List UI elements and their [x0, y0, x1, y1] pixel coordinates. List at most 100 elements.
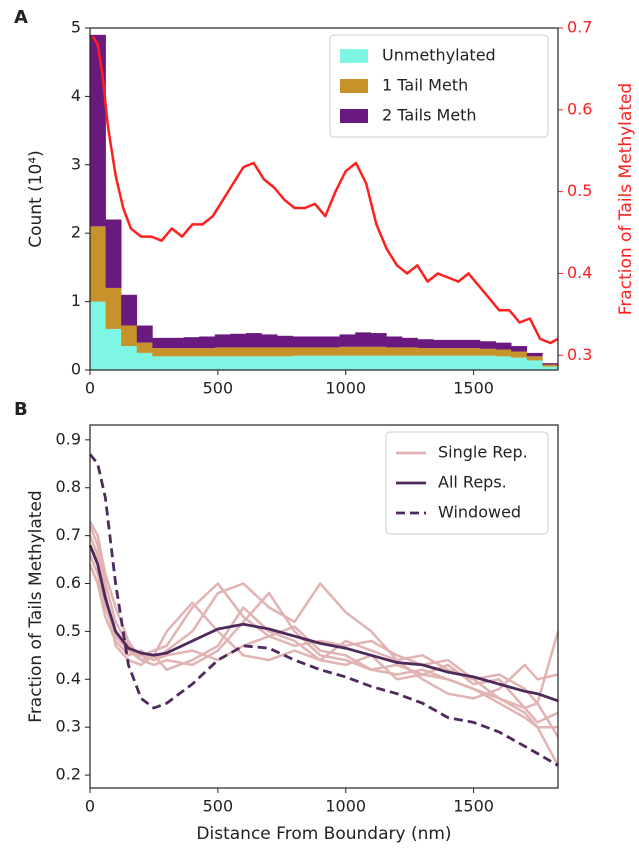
y2-axis-label: Fraction of Tails Methylated [616, 83, 636, 315]
histogram-bar [246, 347, 262, 357]
y2-tick-label: 0.6 [567, 99, 592, 118]
series-line [88, 544, 559, 700]
histogram-bar [542, 363, 559, 365]
y-tick-label: 0 [71, 360, 81, 379]
histogram-bar [417, 348, 434, 356]
histogram-bar [324, 347, 340, 356]
histogram-bar [308, 347, 325, 356]
histogram-bar [526, 356, 543, 361]
legend-label: All Reps. [438, 473, 507, 492]
histogram-bar [152, 337, 169, 349]
legend-label: Single Rep. [438, 443, 528, 462]
histogram-bar [386, 347, 403, 356]
y-tick-label: 5 [71, 18, 81, 37]
histogram-bar [370, 355, 387, 370]
histogram-bar [230, 356, 247, 370]
histogram-bar [136, 325, 153, 343]
series-line [88, 554, 560, 738]
histogram-bar [370, 346, 387, 356]
panel-label: B [14, 399, 28, 420]
histogram-bar [448, 355, 465, 370]
histogram-bar [168, 337, 184, 349]
y-tick-label: 4 [71, 86, 81, 105]
histogram-bar [90, 34, 106, 227]
histogram-bar [183, 337, 200, 349]
y-tick-label: 0.4 [56, 669, 81, 688]
histogram-bar [308, 336, 325, 348]
x-tick-label: 500 [203, 379, 234, 398]
x-tick-label: 1000 [325, 379, 366, 398]
histogram-bar [246, 356, 262, 370]
x-tick-label: 1500 [453, 379, 494, 398]
legend-swatch [340, 79, 368, 93]
y-tick-label: 2 [71, 223, 81, 242]
histogram-bar [448, 348, 465, 356]
histogram-bar [121, 346, 138, 370]
y-axis-label: Count (10⁴) [26, 150, 46, 248]
histogram-bar [152, 348, 169, 357]
histogram-bar [136, 352, 153, 370]
histogram-bar [355, 332, 372, 347]
y-tick-label: 1 [71, 291, 81, 310]
histogram-bar [542, 364, 559, 367]
y-tick-label: 0.7 [56, 525, 81, 544]
y2-tick-label: 0.4 [567, 263, 592, 282]
histogram-bar [261, 356, 278, 370]
histogram-bar [355, 355, 372, 370]
histogram-bar [417, 355, 434, 370]
y2-tick-label: 0.7 [567, 18, 592, 37]
series-line [88, 525, 560, 705]
y2-tick-label: 0.3 [567, 345, 592, 364]
histogram-bar [386, 336, 403, 348]
legend-swatch [340, 109, 368, 123]
histogram-bar [183, 356, 200, 370]
histogram-bar [292, 347, 309, 356]
plot-frame [89, 424, 559, 789]
histogram-bar [386, 355, 403, 370]
histogram-bar [121, 294, 138, 326]
histogram-bar [308, 355, 325, 370]
histogram-bar [90, 226, 106, 302]
histogram-bar [214, 334, 231, 348]
histogram-bar [480, 355, 496, 370]
y2-tick-label: 0.5 [567, 181, 592, 200]
histogram-bar [542, 366, 559, 370]
histogram-bar [324, 336, 340, 348]
legend-label: Unmethylated [382, 46, 496, 65]
y-tick-label: 0.2 [56, 765, 81, 784]
histogram-bar [464, 348, 481, 356]
histogram-bar [464, 339, 481, 349]
histogram-bar [230, 333, 247, 348]
histogram-bar [105, 219, 122, 288]
histogram-bar [277, 347, 294, 357]
histogram-bar [261, 334, 278, 348]
histogram-bar [199, 348, 216, 357]
panel-label: A [14, 7, 28, 28]
x-tick-label: 500 [203, 797, 234, 816]
histogram-bar [464, 355, 481, 370]
histogram-bar [526, 360, 543, 370]
histogram-bar [355, 346, 372, 356]
legend-label: 2 Tails Meth [382, 106, 477, 125]
y-tick-label: 0.3 [56, 717, 81, 736]
histogram-bar [448, 339, 465, 349]
histogram-bar [324, 355, 340, 370]
x-axis-label: Distance From Boundary (nm) [196, 824, 451, 844]
histogram-bar [511, 346, 528, 352]
y-tick-label: 0.9 [56, 429, 81, 448]
histogram-bar [402, 355, 418, 370]
legend-swatch [340, 49, 368, 63]
histogram-bar [105, 328, 122, 370]
y-tick-label: 3 [71, 154, 81, 173]
histogram-bar [402, 337, 418, 348]
x-tick-label: 0 [85, 379, 95, 398]
histogram-bar [339, 355, 356, 370]
histogram-bar [433, 339, 450, 349]
histogram-bar [526, 352, 543, 357]
histogram-bar [480, 341, 496, 349]
histogram-bar [152, 356, 169, 370]
histogram-bar [511, 351, 528, 358]
legend-label: 1 Tail Meth [382, 76, 468, 95]
histogram-bar [168, 348, 184, 357]
